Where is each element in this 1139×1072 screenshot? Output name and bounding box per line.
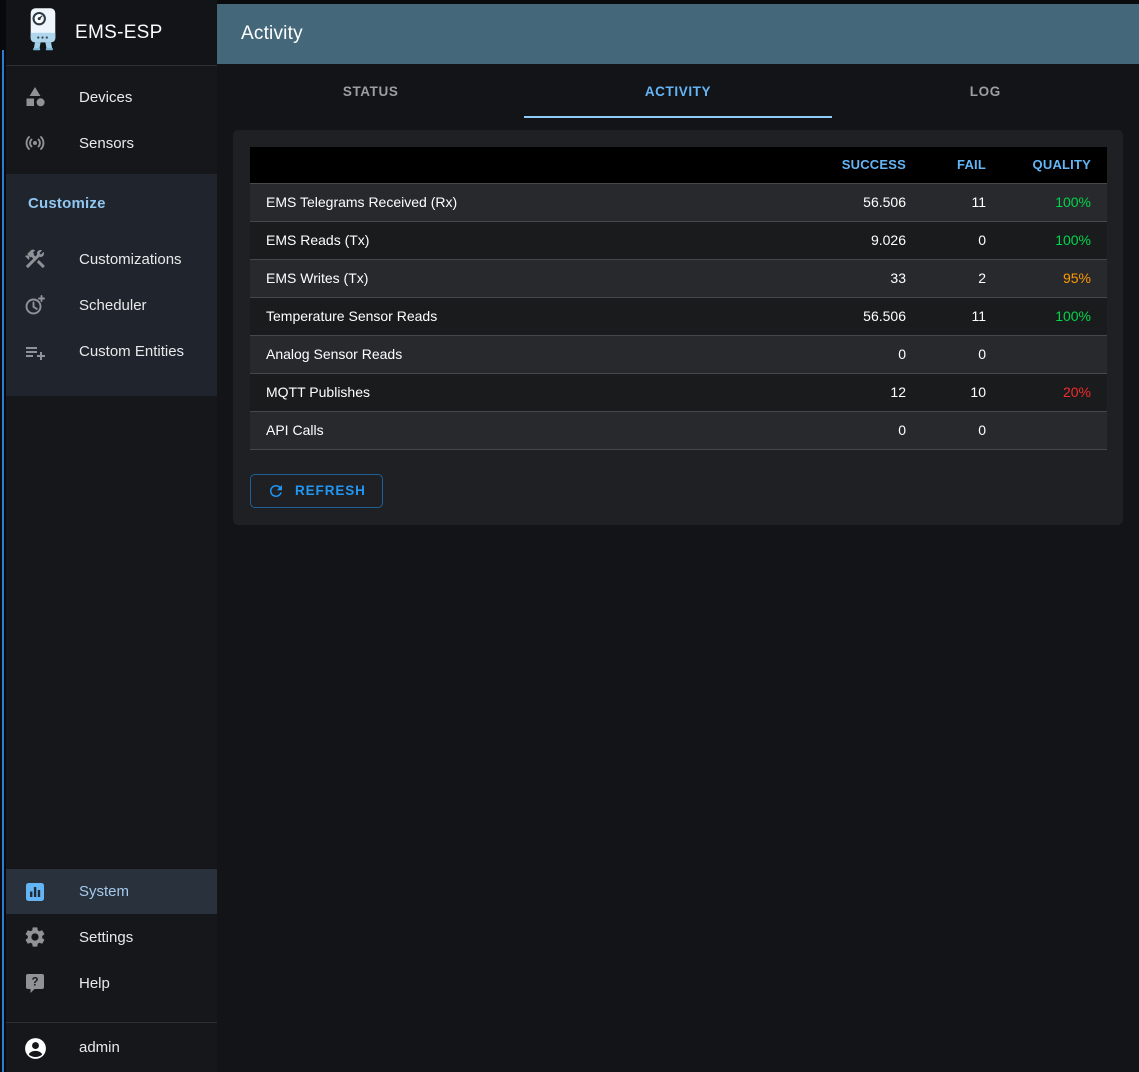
cell-name: MQTT Publishes bbox=[250, 373, 807, 412]
cell-name: EMS Telegrams Received (Rx) bbox=[250, 183, 807, 222]
app-title: EMS-ESP bbox=[75, 21, 163, 43]
cell-name: API Calls bbox=[250, 411, 807, 450]
sidebar-item-label: Devices bbox=[79, 88, 133, 106]
sidebar-item-settings[interactable]: Settings bbox=[6, 914, 217, 960]
sidebar-user[interactable]: admin bbox=[6, 1023, 217, 1072]
top-strip bbox=[217, 0, 1139, 4]
cell-name: Temperature Sensor Reads bbox=[250, 297, 807, 336]
cell-quality: 20% bbox=[1002, 373, 1107, 412]
customize-section-title: Customize bbox=[28, 195, 106, 212]
table-row: Temperature Sensor Reads 56.506 11 100% bbox=[250, 297, 1107, 336]
table-row: EMS Writes (Tx) 33 2 95% bbox=[250, 259, 1107, 298]
table-row: EMS Reads (Tx) 9.026 0 100% bbox=[250, 221, 1107, 260]
cell-name: Analog Sensor Reads bbox=[250, 335, 807, 374]
cell-success: 56.506 bbox=[807, 297, 922, 336]
cell-fail: 2 bbox=[922, 259, 1002, 298]
tab-status[interactable]: STATUS bbox=[342, 83, 399, 99]
refresh-button-label: REFRESH bbox=[295, 483, 366, 498]
column-header-success: SUCCESS bbox=[807, 147, 922, 184]
tab-log[interactable]: LOG bbox=[969, 83, 1001, 99]
sidebar-item-label: Help bbox=[79, 974, 110, 992]
cell-quality bbox=[1002, 335, 1107, 374]
cell-success: 33 bbox=[807, 259, 922, 298]
table-row: MQTT Publishes 12 10 20% bbox=[250, 373, 1107, 412]
username-label: admin bbox=[79, 1039, 120, 1056]
cell-success: 0 bbox=[807, 411, 922, 450]
sidebar-item-help[interactable]: ? Help bbox=[6, 960, 217, 1006]
cell-quality: 100% bbox=[1002, 297, 1107, 336]
ems-esp-logo-icon bbox=[26, 7, 60, 58]
sidebar-item-customizations[interactable]: Customizations bbox=[6, 236, 217, 282]
sidebar-item-label: Sensors bbox=[79, 134, 135, 152]
cell-success: 56.506 bbox=[807, 183, 922, 222]
column-header-name bbox=[250, 147, 807, 184]
tab-activity[interactable]: ACTIVITY bbox=[524, 64, 832, 118]
analytics-icon bbox=[23, 880, 47, 904]
cell-fail: 11 bbox=[922, 183, 1002, 222]
cell-success: 0 bbox=[807, 335, 922, 374]
activity-table-body: EMS Telegrams Received (Rx) 56.506 11 100% E… bbox=[250, 183, 1107, 450]
sidebar: EMS-ESP Devices bbox=[6, 0, 217, 1072]
sidebar-item-label: System bbox=[79, 883, 130, 900]
activity-table: SUCCESS FAIL QUALITY EMS Telegrams Recei… bbox=[250, 147, 1107, 450]
sidebar-item-label: Custom Entities bbox=[79, 342, 185, 360]
refresh-icon bbox=[267, 482, 285, 500]
sidebar-header: EMS-ESP bbox=[6, 0, 217, 66]
sidebar-item-label: Customizations bbox=[79, 250, 182, 268]
cell-quality bbox=[1002, 411, 1107, 450]
sidebar-main-nav: Devices Sensors bbox=[6, 66, 217, 174]
help-bubble-icon: ? bbox=[23, 971, 47, 995]
sensors-icon bbox=[23, 131, 47, 155]
table-header-row: SUCCESS FAIL QUALITY bbox=[250, 147, 1107, 184]
column-header-fail: FAIL bbox=[922, 147, 1002, 184]
cell-name: EMS Writes (Tx) bbox=[250, 259, 807, 298]
table-row: Analog Sensor Reads 0 0 bbox=[250, 335, 1107, 374]
sidebar-item-label: Scheduler bbox=[79, 296, 147, 314]
table-row: EMS Telegrams Received (Rx) 56.506 11 100% bbox=[250, 183, 1107, 222]
cell-fail: 0 bbox=[922, 335, 1002, 374]
cell-fail: 10 bbox=[922, 373, 1002, 412]
sidebar-item-devices[interactable]: Devices bbox=[6, 74, 217, 120]
sidebar-item-custom-entities[interactable]: Custom Entities bbox=[6, 328, 217, 374]
sidebar-bottom-nav: System Settings ? Help bbox=[6, 869, 217, 1006]
tabbar: STATUS ACTIVITY LOG bbox=[217, 64, 1139, 118]
account-circle-icon bbox=[23, 1036, 47, 1060]
table-row: API Calls 0 0 bbox=[250, 411, 1107, 450]
appbar: Activity bbox=[217, 4, 1139, 64]
cell-fail: 11 bbox=[922, 297, 1002, 336]
refresh-button[interactable]: REFRESH bbox=[250, 473, 383, 508]
cell-success: 12 bbox=[807, 373, 922, 412]
construction-icon bbox=[23, 247, 47, 271]
activity-card: SUCCESS FAIL QUALITY EMS Telegrams Recei… bbox=[233, 130, 1123, 525]
gear-icon bbox=[23, 925, 47, 949]
sidebar-item-label: Settings bbox=[79, 928, 134, 946]
more-time-icon bbox=[23, 293, 47, 317]
category-icon bbox=[23, 85, 47, 109]
cell-success: 9.026 bbox=[807, 221, 922, 260]
cell-fail: 0 bbox=[922, 221, 1002, 260]
window-edge-strip bbox=[0, 0, 6, 1072]
sidebar-spacer bbox=[6, 396, 217, 869]
sidebar-item-scheduler[interactable]: Scheduler bbox=[6, 282, 217, 328]
column-header-quality: QUALITY bbox=[1002, 147, 1107, 184]
playlist-add-icon bbox=[23, 339, 47, 363]
main-content: Activity STATUS ACTIVITY LOG SUCCESS FAI… bbox=[217, 0, 1139, 1072]
sidebar-customize-section: Customize Customizations S bbox=[6, 174, 217, 396]
svg-text:?: ? bbox=[31, 977, 38, 989]
window-edge-accent-line bbox=[2, 50, 4, 1072]
cell-quality: 100% bbox=[1002, 221, 1107, 260]
cell-name: EMS Reads (Tx) bbox=[250, 221, 807, 260]
page-title: Activity bbox=[241, 23, 303, 44]
sidebar-footer: admin bbox=[6, 1022, 217, 1072]
cell-quality: 95% bbox=[1002, 259, 1107, 298]
cell-quality: 100% bbox=[1002, 183, 1107, 222]
cell-fail: 0 bbox=[922, 411, 1002, 450]
sidebar-item-system[interactable]: System bbox=[6, 869, 217, 914]
sidebar-item-sensors[interactable]: Sensors bbox=[6, 120, 217, 166]
